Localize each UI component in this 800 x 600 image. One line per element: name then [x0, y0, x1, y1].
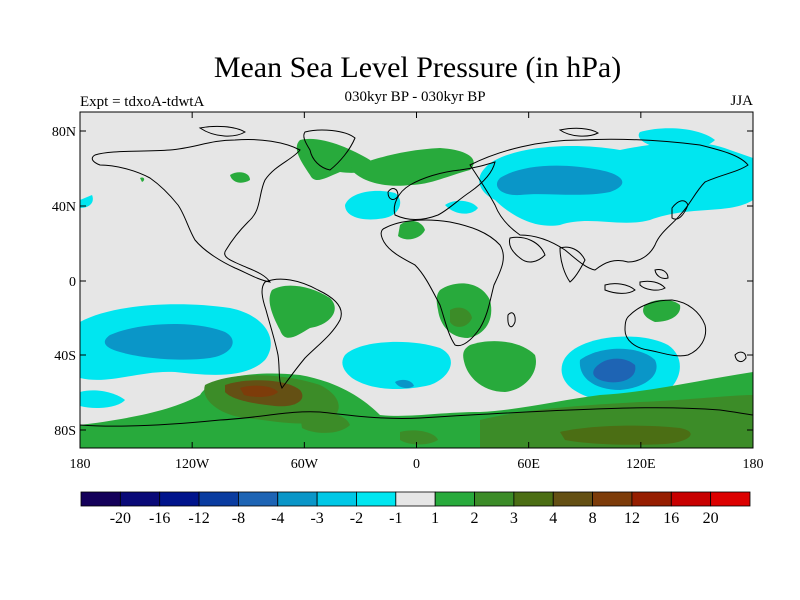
colorbar-swatch — [395, 491, 436, 507]
colorbar-label: 1 — [431, 510, 439, 527]
colorbar-swatch — [592, 491, 633, 507]
colorbar-swatch — [159, 491, 200, 507]
colorbar-swatch — [434, 491, 475, 507]
colorbar-swatch — [316, 491, 357, 507]
lat-tick-label: 0 — [69, 275, 76, 290]
lon-tick-label: 120E — [626, 457, 656, 472]
colorbar-swatch — [119, 491, 161, 507]
latitude-axis: 80N 40N 0 40S 80S — [52, 125, 753, 439]
map-title: Mean Sea Level Pressure (in hPa) — [213, 51, 622, 84]
lon-tick-label: 120W — [175, 457, 210, 472]
colorbar-swatch — [710, 491, 751, 507]
colorbar-swatch — [513, 491, 554, 507]
colorbar-label: 3 — [510, 510, 518, 527]
colorbar-label: -16 — [149, 510, 170, 527]
coastlines — [80, 125, 753, 427]
colorbar-label: -3 — [310, 510, 323, 527]
pressure-contours — [80, 125, 753, 448]
colorbar-label: -8 — [232, 510, 245, 527]
colorbar-swatch — [670, 491, 712, 507]
colorbar-label: 2 — [471, 510, 479, 527]
lon-tick-label: 180 — [70, 457, 91, 472]
colorbar-swatch — [198, 491, 239, 507]
lon-tick-label: 0 — [413, 457, 420, 472]
colorbar-swatch — [631, 491, 672, 507]
colorbar-swatch — [238, 491, 279, 507]
colorbar-label: 12 — [624, 510, 640, 527]
lon-tick-label: 180 — [743, 457, 764, 472]
lon-tick-label: 60W — [291, 457, 319, 472]
colorbar-label: -20 — [110, 510, 131, 527]
colorbar-label: 16 — [663, 510, 679, 527]
colorbar-swatch — [356, 491, 397, 507]
colorbar-label: -12 — [188, 510, 209, 527]
negative-anomaly-regions — [80, 128, 753, 408]
longitude-axis: 180 120W 60W 0 60E 120E 180 — [70, 112, 764, 472]
colorbar-swatch — [277, 491, 318, 507]
season-label: JJA — [730, 93, 753, 109]
lat-tick-label: 80N — [52, 125, 76, 140]
colorbar-label: 20 — [703, 510, 719, 527]
lat-tick-label: 40S — [54, 349, 76, 364]
colorbar-swatch — [552, 491, 593, 507]
colorbar-label: -1 — [389, 510, 402, 527]
colorbar-label: 4 — [549, 510, 557, 527]
colorbar-swatch — [474, 491, 515, 507]
lat-tick-label: 80S — [54, 424, 76, 439]
colorbar-label: -4 — [271, 510, 284, 527]
lon-tick-label: 60E — [517, 457, 540, 472]
experiment-label: Expt = tdxoA-tdwtA — [80, 94, 205, 110]
lat-tick-label: 40N — [52, 200, 76, 215]
colorbar-label: -2 — [350, 510, 363, 527]
map-subtitle: 030kyr BP - 030kyr BP — [344, 89, 486, 105]
colorbar-swatch — [80, 491, 121, 507]
colorbar: -20 -16 -12 -8 -4 -3 -2 -1 1 2 3 4 8 12 16 20 — [80, 491, 751, 527]
colorbar-label: 8 — [589, 510, 597, 527]
